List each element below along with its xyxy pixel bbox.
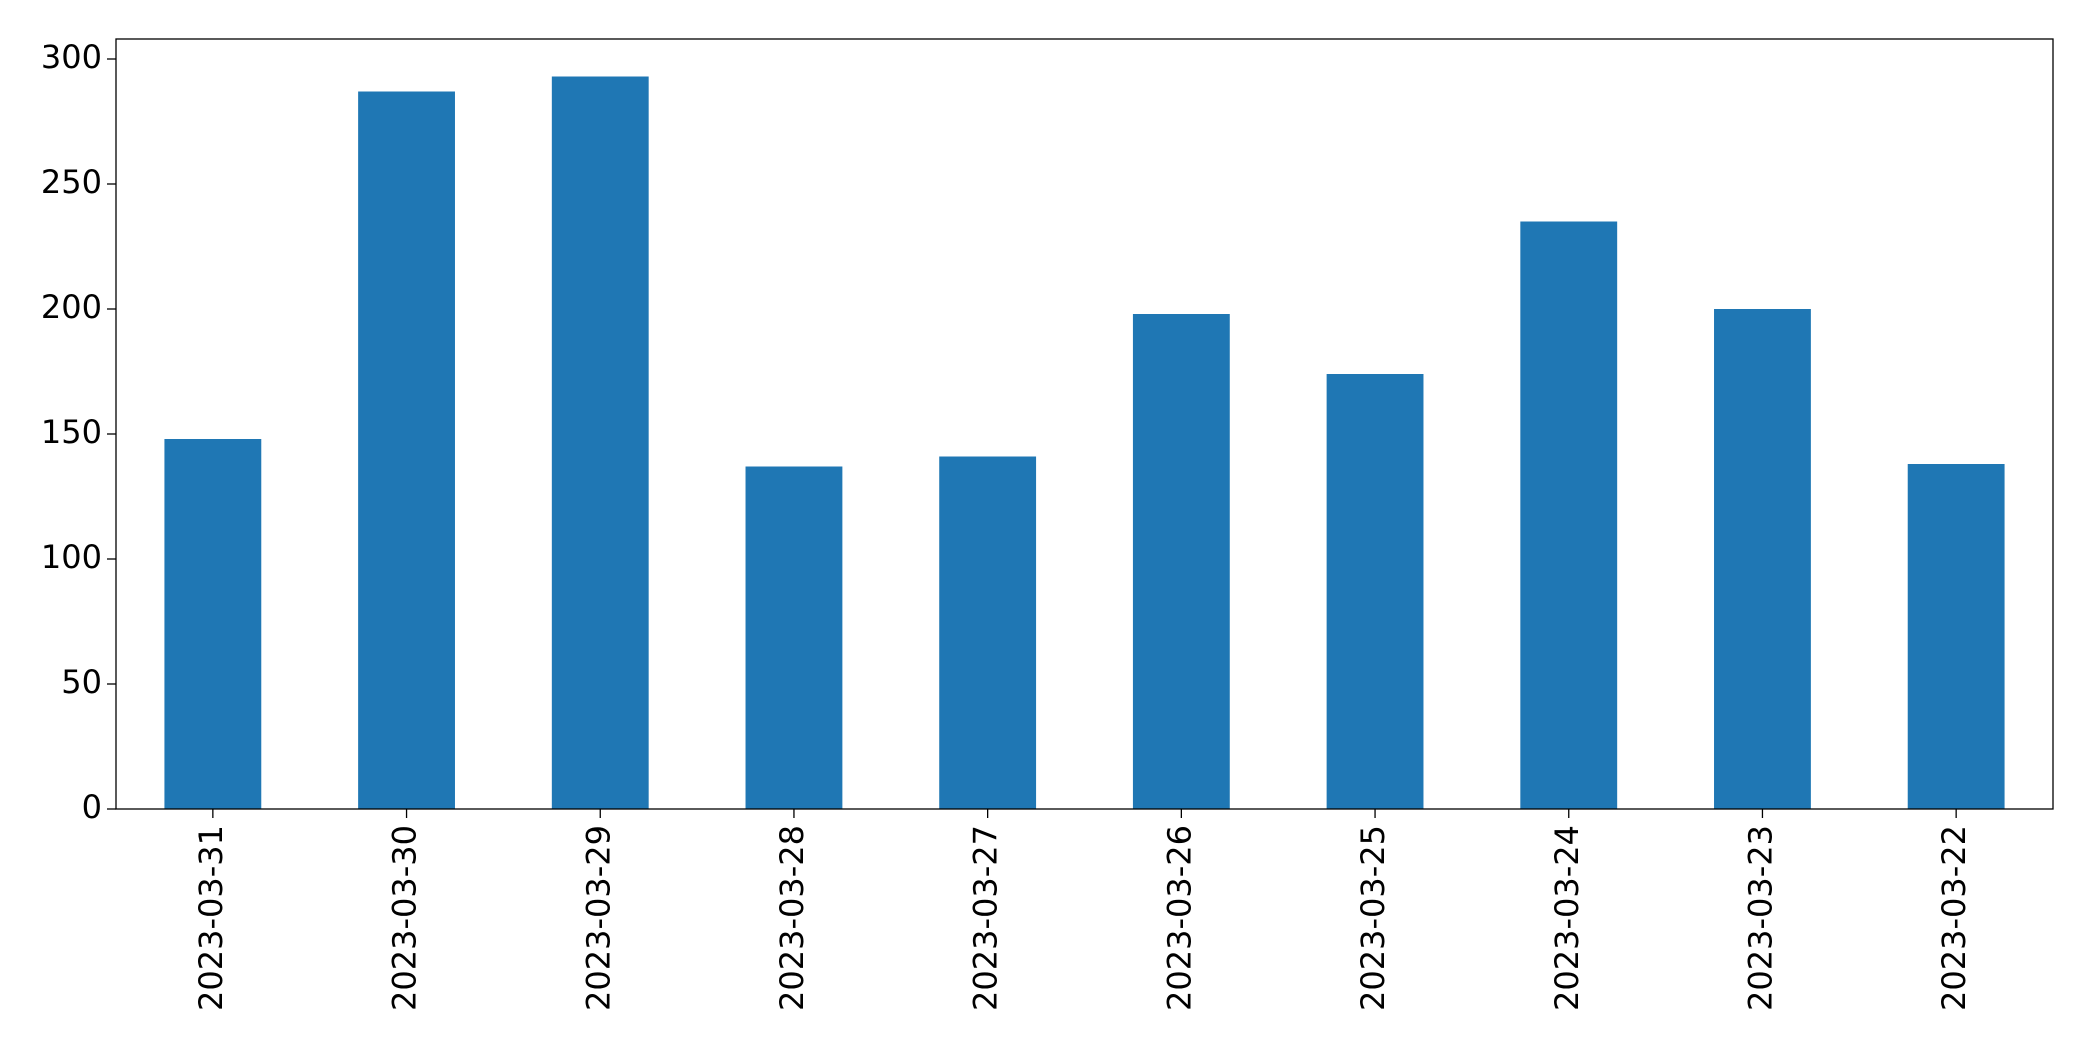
y-tick-label: 100 (41, 538, 102, 576)
bar (1132, 314, 1230, 809)
x-tick-label: 2023-03-25 (1354, 825, 1392, 1011)
y-tick-label: 250 (41, 163, 102, 201)
bar (164, 439, 262, 809)
y-tick-label: 300 (41, 38, 102, 76)
x-tick-label: 2023-03-23 (1741, 825, 1779, 1011)
x-tick-label: 2023-03-29 (579, 825, 617, 1011)
x-tick-label: 2023-03-31 (192, 825, 230, 1011)
y-tick-label: 0 (82, 788, 102, 826)
bar (1714, 309, 1811, 809)
x-tick-label: 2023-03-30 (386, 825, 424, 1011)
x-tick-label: 2023-03-26 (1160, 825, 1198, 1011)
bar (1907, 464, 2005, 809)
y-tick-label: 200 (41, 288, 102, 326)
bar (745, 466, 843, 809)
x-tick-label: 2023-03-28 (773, 825, 811, 1011)
bar (551, 76, 649, 809)
bar (939, 456, 1037, 809)
plot-frame (115, 38, 2054, 810)
bar (1326, 374, 1424, 809)
x-tick-label: 2023-03-27 (967, 825, 1005, 1011)
x-tick-label: 2023-03-22 (1935, 825, 1973, 1011)
y-tick-label: 150 (41, 413, 102, 451)
bar (1520, 221, 1618, 809)
x-tick-label: 2023-03-24 (1548, 825, 1586, 1011)
bar (358, 91, 455, 809)
y-tick-label: 50 (61, 663, 102, 701)
